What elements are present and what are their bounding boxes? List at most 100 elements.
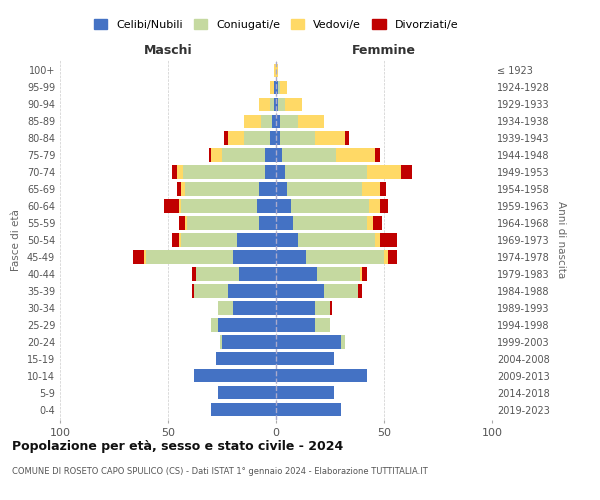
Bar bbox=[276, 268, 317, 280]
Bar bbox=[183, 166, 265, 178]
Bar bbox=[323, 284, 358, 298]
Bar bbox=[261, 114, 272, 128]
Bar bbox=[341, 336, 345, 348]
Bar bbox=[367, 216, 373, 230]
Bar bbox=[274, 80, 276, 94]
Y-axis label: Fasce di età: Fasce di età bbox=[11, 209, 21, 271]
Bar bbox=[384, 250, 388, 264]
Bar bbox=[276, 386, 334, 400]
Bar bbox=[276, 80, 278, 94]
Bar bbox=[337, 148, 376, 162]
Bar bbox=[278, 80, 280, 94]
Bar bbox=[330, 302, 332, 314]
Bar bbox=[276, 200, 291, 212]
Bar bbox=[194, 284, 229, 298]
Bar bbox=[388, 250, 397, 264]
Bar bbox=[172, 234, 179, 246]
Bar bbox=[222, 336, 276, 348]
Bar bbox=[237, 234, 276, 246]
Bar bbox=[376, 234, 380, 246]
Bar bbox=[265, 166, 276, 178]
Bar bbox=[280, 114, 298, 128]
Bar bbox=[276, 114, 280, 128]
Bar bbox=[369, 200, 380, 212]
Bar bbox=[220, 336, 222, 348]
Bar bbox=[276, 336, 341, 348]
Bar bbox=[298, 114, 323, 128]
Bar bbox=[176, 182, 181, 196]
Bar bbox=[280, 132, 315, 144]
Bar bbox=[306, 250, 384, 264]
Bar bbox=[276, 98, 278, 111]
Bar bbox=[179, 234, 181, 246]
Bar bbox=[269, 80, 274, 94]
Bar bbox=[345, 132, 349, 144]
Bar bbox=[380, 234, 397, 246]
Bar bbox=[181, 182, 185, 196]
Bar bbox=[229, 132, 244, 144]
Text: Maschi: Maschi bbox=[143, 44, 193, 57]
Bar bbox=[276, 302, 315, 314]
Bar bbox=[233, 250, 276, 264]
Bar bbox=[233, 302, 276, 314]
Bar bbox=[274, 98, 276, 111]
Bar bbox=[380, 182, 386, 196]
Bar bbox=[276, 166, 284, 178]
Bar bbox=[287, 182, 362, 196]
Bar bbox=[244, 114, 261, 128]
Bar bbox=[274, 64, 276, 77]
Bar bbox=[196, 268, 239, 280]
Bar bbox=[259, 182, 276, 196]
Bar bbox=[181, 200, 257, 212]
Bar bbox=[244, 132, 269, 144]
Bar bbox=[280, 80, 287, 94]
Bar bbox=[192, 284, 194, 298]
Bar bbox=[209, 148, 211, 162]
Bar bbox=[229, 284, 276, 298]
Bar bbox=[315, 132, 345, 144]
Bar bbox=[259, 216, 276, 230]
Bar bbox=[360, 268, 362, 280]
Bar bbox=[172, 166, 176, 178]
Bar bbox=[144, 250, 146, 264]
Bar bbox=[179, 216, 185, 230]
Bar bbox=[276, 318, 315, 332]
Bar bbox=[291, 200, 369, 212]
Bar bbox=[185, 216, 187, 230]
Bar bbox=[276, 369, 367, 382]
Bar bbox=[192, 268, 196, 280]
Bar bbox=[298, 234, 376, 246]
Bar bbox=[164, 200, 179, 212]
Bar bbox=[293, 216, 367, 230]
Text: Popolazione per età, sesso e stato civile - 2024: Popolazione per età, sesso e stato civil… bbox=[12, 440, 343, 453]
Bar bbox=[146, 250, 233, 264]
Bar bbox=[276, 403, 341, 416]
Bar bbox=[218, 386, 276, 400]
Legend: Celibi/Nubili, Coniugati/e, Vedovi/e, Divorziati/e: Celibi/Nubili, Coniugati/e, Vedovi/e, Di… bbox=[94, 19, 458, 30]
Bar bbox=[362, 182, 380, 196]
Bar bbox=[257, 200, 276, 212]
Bar bbox=[380, 200, 388, 212]
Bar bbox=[367, 166, 401, 178]
Bar bbox=[276, 216, 293, 230]
Bar bbox=[218, 318, 276, 332]
Bar bbox=[194, 369, 276, 382]
Bar bbox=[239, 268, 276, 280]
Bar bbox=[218, 302, 233, 314]
Bar bbox=[358, 284, 362, 298]
Bar bbox=[362, 268, 367, 280]
Bar bbox=[272, 114, 276, 128]
Bar bbox=[269, 132, 276, 144]
Bar bbox=[222, 148, 265, 162]
Bar bbox=[315, 318, 330, 332]
Bar bbox=[269, 98, 274, 111]
Bar bbox=[211, 318, 218, 332]
Bar bbox=[181, 234, 237, 246]
Bar bbox=[373, 216, 382, 230]
Bar bbox=[185, 182, 259, 196]
Bar bbox=[283, 148, 337, 162]
Text: Femmine: Femmine bbox=[352, 44, 416, 57]
Bar bbox=[176, 166, 183, 178]
Y-axis label: Anni di nascita: Anni di nascita bbox=[556, 202, 566, 278]
Bar bbox=[211, 148, 222, 162]
